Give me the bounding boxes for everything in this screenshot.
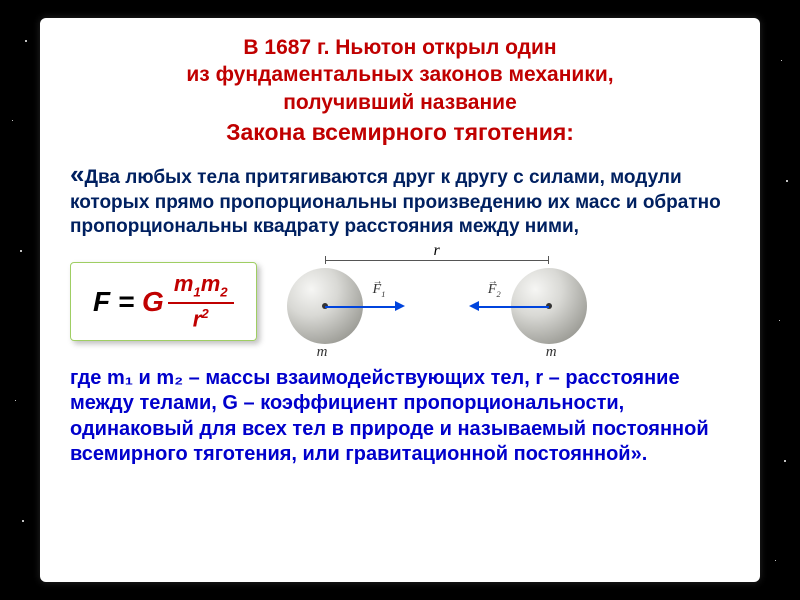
formula-lhs: F = G (93, 286, 164, 318)
slide-heading: В 1687 г. Ньютон открыл один из фундамен… (70, 34, 730, 148)
mass-label-right: m (546, 344, 557, 361)
formula-denominator: r2 (193, 304, 209, 332)
open-quote: « (70, 159, 84, 189)
formula-fraction: m1m2 r2 (168, 271, 234, 332)
heading-line-4: Закона всемирного тяготения: (70, 118, 730, 148)
force-label-2: →F2 (488, 282, 501, 299)
heading-line-1: В 1687 г. Ньютон открыл один (70, 34, 730, 61)
closing-paragraph: где m₁ и m₂ – массы взаимодействующих те… (70, 366, 730, 468)
law-statement: «Два любых тела притягиваются друг к дру… (70, 158, 730, 240)
law-body: Два любых тела притягиваются друг к друг… (70, 167, 721, 238)
gravity-formula: F = G m1m2 r2 (70, 262, 257, 341)
heading-line-3: получивший название (70, 89, 730, 116)
mass-label-left: m (317, 344, 328, 361)
two-body-diagram: r →F1 →F2 m m (287, 252, 587, 352)
slide-card: В 1687 г. Ньютон открыл один из фундамен… (40, 18, 760, 582)
force-label-1: →F1 (373, 282, 386, 299)
heading-line-2: из фундаментальных законов механики, (70, 61, 730, 88)
formula-numerator: m1m2 (168, 271, 234, 303)
distance-label: r (434, 242, 440, 260)
figure-row: F = G m1m2 r2 r →F1 →F2 m m (70, 252, 730, 352)
